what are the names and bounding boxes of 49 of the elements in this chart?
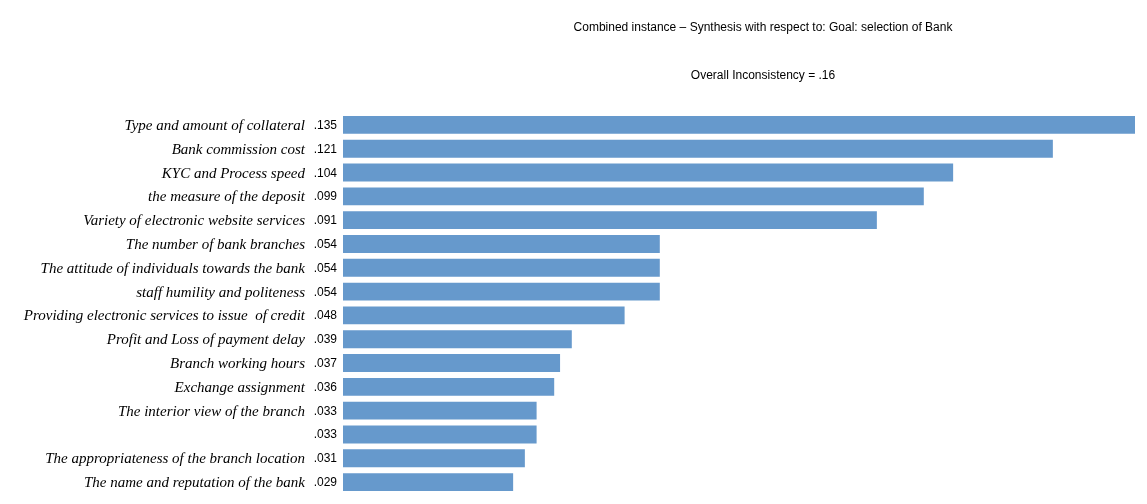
y-tick-label: KYC and Process speed [160,164,306,181]
bar [343,211,877,230]
bar [343,139,1053,158]
bar [343,187,924,206]
data-label: .039 [313,332,338,347]
y-tick-label: Exchange assignment [173,378,306,395]
data-label: .054 [313,260,338,275]
y-tick-label: Variety of electronic website services [83,212,306,229]
y-tick-label: The attitude of individuals towards the bank [40,259,306,276]
y-tick-label: Branch working hours [170,355,306,372]
y-tick-label: The number of bank branches [125,235,306,252]
data-label: .033 [313,427,338,442]
chart-subtitle: Overall Inconsistency = .16 [690,68,836,82]
data-label: .104 [313,165,338,180]
bar [343,306,625,325]
bar [343,354,561,372]
y-tick-label: The interior view of the branch [117,402,305,419]
data-label: .029 [313,475,338,490]
bar [343,115,1135,134]
chart-title: Combined instance – Synthesis with respect to: Goal: selection of Bank [573,20,954,34]
y-tick-label: Profit and Loss of payment delay [105,331,306,348]
data-label: .048 [313,308,338,323]
data-label: .054 [313,236,338,251]
y-tick-label: The appropriateness of the branch location [45,450,305,467]
bar [343,330,572,349]
data-label: .033 [313,403,338,418]
data-label: .037 [313,356,338,371]
bar [343,258,660,277]
data-label: .036 [313,379,338,394]
bar [343,282,660,301]
y-tick-label: The name and reputation of the bank [83,474,306,491]
y-tick-label: staff humility and politeness [136,283,306,300]
data-label: .121 [313,141,338,156]
bar [343,377,555,396]
data-label: .135 [313,117,338,132]
data-label: .091 [313,213,338,228]
y-tick-label: Providing electronic services to issue of credit [22,307,306,324]
bar [343,163,954,182]
y-tick-label: the measure of the deposit [148,188,306,205]
bar [343,473,514,492]
bar [343,449,525,468]
data-label: .031 [313,451,338,466]
y-tick-label: Type and amount of collateral [124,116,305,133]
y-tick-label: Bank commission cost [171,140,306,157]
bar [343,425,537,444]
data-label: .054 [313,284,338,299]
bar [343,235,660,253]
data-label: .099 [313,189,338,204]
bar [343,401,537,420]
